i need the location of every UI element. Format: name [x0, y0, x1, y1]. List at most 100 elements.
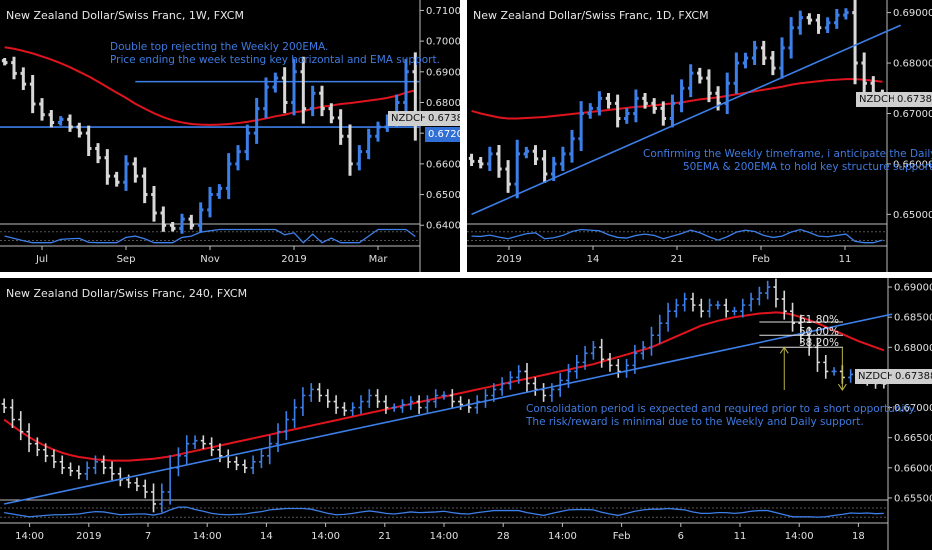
h4-chart-panel[interactable]: 0.690000.685000.680000.675000.670000.665…	[0, 278, 932, 550]
ohlc-bar	[599, 338, 605, 368]
ohlc-bar	[788, 17, 794, 59]
h4-annotation: Consolidation period is expected and req…	[526, 403, 917, 428]
y-tick-label: 0.65500	[894, 493, 932, 504]
ohlc-bar	[356, 145, 363, 171]
y-tick-label: 0.66000	[426, 159, 460, 170]
ohlc-bar	[253, 97, 260, 144]
x-tick-label: 11	[734, 531, 747, 542]
ohlc-bar	[250, 455, 256, 475]
ohlc-bar	[605, 93, 612, 109]
ohlc-bar	[843, 8, 849, 20]
ohlc-bar	[151, 185, 157, 222]
ohlc-bar	[375, 121, 381, 142]
x-tick-label: Feb	[613, 531, 631, 542]
ohlc-bar	[57, 116, 64, 126]
h4-symbol-tag: NZDCHF	[855, 369, 904, 384]
ohlc-bar	[292, 399, 298, 429]
ohlc-bar	[715, 300, 721, 310]
ohlc-bar	[319, 85, 325, 117]
ohlc-bar	[283, 411, 289, 441]
ohlc-bar	[234, 456, 240, 471]
weekly-chart-panel[interactable]: 0.710000.700000.690000.680000.670000.660…	[0, 0, 460, 272]
ohlc-bar	[101, 455, 107, 475]
x-tick-label: 14	[587, 254, 600, 265]
ohlc-bar	[132, 157, 139, 183]
x-tick-label: Nov	[200, 254, 220, 265]
ohlc-bar	[207, 187, 213, 218]
ohlc-bar	[541, 150, 548, 183]
x-tick-label: 14:00	[548, 531, 577, 542]
ohlc-bar	[781, 290, 787, 320]
ohlc-bar	[790, 302, 796, 332]
ohlc-bar	[391, 403, 397, 412]
ohlc-bar	[614, 94, 621, 128]
ohlc-bar	[824, 17, 831, 34]
y-tick-label: 0.68000	[426, 98, 460, 109]
ohlc-bar	[242, 459, 248, 474]
y-tick-label: 0.64000	[426, 221, 460, 232]
down-arrow	[837, 347, 847, 391]
ohlc-bar	[51, 449, 57, 469]
ohlc-bar	[669, 94, 676, 128]
ohlc-bar	[160, 206, 167, 232]
ohlc-bar	[95, 143, 101, 164]
ema-200-line	[4, 46, 416, 126]
ohlc-bar	[309, 85, 316, 117]
ohlc-bar	[468, 153, 475, 166]
oscillator-line	[471, 228, 883, 244]
x-tick-label: 2019	[496, 254, 521, 265]
ohlc-bar	[541, 383, 547, 402]
ohlc-bar	[1, 398, 7, 414]
ohlc-bar	[551, 156, 557, 182]
ohlc-bar	[366, 389, 372, 408]
daily-chart-panel[interactable]: 0.69000 0.68000 0.67000 0.66000 0.65000 2019 1…	[467, 0, 932, 272]
ohlc-bar	[779, 37, 785, 79]
x-tick-label: 14	[260, 531, 273, 542]
x-tick-label: 14:00	[430, 531, 459, 542]
ohlc-bar	[651, 98, 657, 114]
ohlc-bar	[624, 359, 630, 378]
x-tick-label: 14:00	[311, 531, 340, 542]
ohlc-bar	[723, 298, 729, 318]
daily-chart[interactable]: 0.69000 0.68000 0.67000 0.66000 0.65000 2019 1…	[467, 0, 932, 272]
ohlc-bar	[159, 483, 165, 513]
daily-chart-title: New Zealand Dollar/Swiss Franc, 1D, FXCM	[473, 9, 709, 22]
ohlc-bar	[43, 443, 49, 463]
ohlc-bar	[192, 435, 198, 449]
ohlc-bar	[648, 326, 654, 356]
ohlc-bar	[275, 423, 281, 453]
ohlc-bar	[1, 57, 8, 66]
ohlc-bar	[665, 302, 671, 332]
y-tick-label: 0.67000	[893, 109, 932, 120]
ohlc-bar	[682, 292, 688, 312]
ohlc-bar	[690, 292, 696, 312]
ohlc-bar	[175, 447, 181, 477]
ohlc-bar	[216, 184, 223, 199]
daily-symbol-tag: NZDCHF	[856, 92, 905, 107]
ohlc-bar	[337, 109, 344, 145]
ohlc-bar	[458, 396, 464, 410]
ohlc-bar	[587, 103, 593, 119]
y-tick-label: 0.68500	[894, 313, 932, 324]
ohlc-bar	[39, 98, 45, 121]
ohlc-bar	[823, 354, 829, 379]
trendline	[471, 24, 902, 216]
y-tick-label: 0.68000	[894, 343, 932, 354]
ohlc-bar	[68, 462, 74, 477]
weekly-chart[interactable]: 0.710000.700000.690000.680000.670000.660…	[0, 0, 460, 272]
x-tick-label: 2019	[76, 531, 101, 542]
x-tick-label: 14:00	[15, 531, 44, 542]
ohlc-bar	[834, 8, 840, 29]
oscillator-line	[4, 228, 416, 244]
ohlc-bar	[209, 437, 215, 457]
ohlc-bar	[578, 101, 584, 152]
ohlc-bar	[733, 52, 740, 94]
h4-chart[interactable]: 0.690000.685000.680000.675000.670000.665…	[0, 278, 932, 550]
ohlc-bar	[633, 89, 639, 123]
ohlc-bar	[308, 383, 314, 402]
fib-level-382: 38.20%	[799, 337, 840, 349]
ohlc-bar	[765, 280, 771, 300]
weekly-symbol-tag: NZDCHF	[388, 111, 437, 126]
